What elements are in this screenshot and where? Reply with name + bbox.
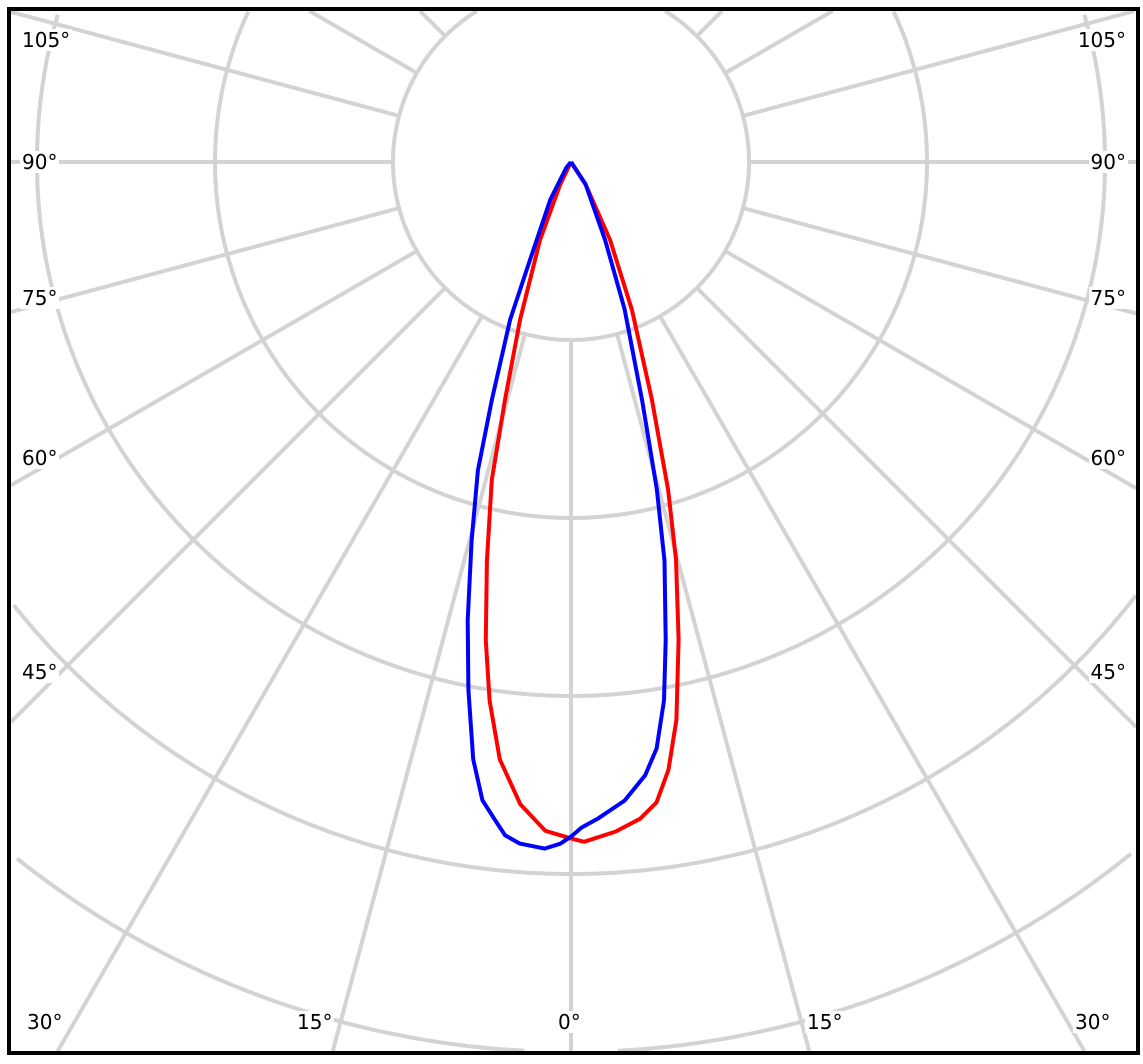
angle-label-bottom-0: 0° — [556, 1010, 583, 1034]
grid-ring — [35, 14, 571, 698]
angle-label-bottom-30-left: 30° — [25, 1010, 65, 1034]
polar-plot-area — [11, 11, 1136, 1051]
angle-label-left-75: 75° — [20, 286, 60, 310]
grid-spoke — [695, 11, 724, 38]
grid-spoke — [11, 249, 418, 488]
grid-spoke — [11, 286, 447, 724]
grid-ring — [12, 603, 571, 876]
series-curve-0 — [483, 160, 681, 844]
grid-ring — [15, 856, 525, 1051]
grid-spoke — [11, 11, 400, 118]
angle-label-right-90: 90° — [1088, 150, 1128, 174]
angle-label-left-90: 90° — [20, 150, 60, 174]
angle-label-right-60: 60° — [1088, 446, 1128, 470]
angle-label-right-45: 45° — [1088, 660, 1128, 684]
curves — [465, 160, 681, 851]
grid-ring — [391, 11, 571, 342]
polar-chart: 105° 90° 75° 60° 45° 105° 90° 75° 60° 45… — [7, 7, 1140, 1055]
grid-spoke — [742, 11, 1136, 118]
grid-ring — [571, 11, 929, 520]
angle-label-bottom-15-right: 15° — [805, 1010, 845, 1034]
angle-label-left-105: 105° — [20, 28, 73, 52]
angle-label-right-75: 75° — [1088, 286, 1128, 310]
grid-ring — [213, 11, 571, 520]
angle-label-bottom-30-right: 30° — [1073, 1010, 1113, 1034]
grid-spoke — [308, 11, 418, 75]
grid-spoke — [56, 315, 484, 1051]
grid-spoke — [418, 11, 447, 38]
grid-spoke — [11, 206, 400, 314]
grid-ring — [617, 852, 1133, 1051]
grid-ring — [571, 11, 751, 342]
series-curve-1 — [465, 160, 668, 851]
grid-spoke — [695, 286, 1136, 729]
angle-label-left-45: 45° — [20, 660, 60, 684]
angle-label-left-60: 60° — [20, 446, 60, 470]
grid-spoke — [724, 249, 1136, 490]
grid-ring — [571, 594, 1136, 876]
angle-label-right-105: 105° — [1075, 28, 1128, 52]
angle-label-bottom-15-left: 15° — [295, 1010, 335, 1034]
grid-ring — [571, 14, 1107, 698]
grid-spoke — [742, 206, 1136, 316]
grid-spoke — [330, 333, 527, 1051]
grid-spoke — [724, 11, 834, 75]
grid-spoke — [658, 315, 1086, 1051]
